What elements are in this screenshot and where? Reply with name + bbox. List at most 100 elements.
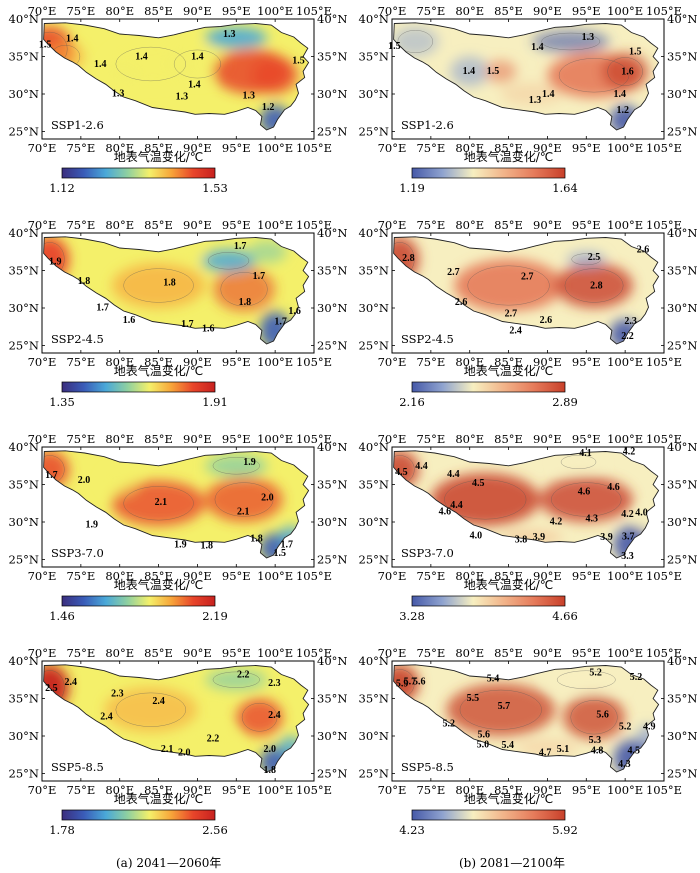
lon-tick-label-bottom: 105°E	[296, 355, 332, 369]
lat-tick-label-right: 40°N	[667, 12, 697, 26]
colorbar-title: 地表气温变化/℃	[114, 577, 204, 592]
lon-tick-label-bottom: 100°E	[607, 569, 643, 583]
contour-label: 4.5	[395, 467, 408, 478]
lon-tick-label-bottom: 85°E	[144, 141, 173, 155]
lon-tick-label-bottom: 80°E	[105, 569, 134, 583]
lon-tick-label-top: 100°E	[607, 4, 643, 18]
contour-label: 3.9	[533, 532, 546, 543]
contour-label: 4.0	[470, 531, 483, 542]
contour-label: 1.2	[617, 105, 630, 116]
colorbar-max-label: 5.92	[552, 823, 578, 837]
lon-tick-label-bottom: 105°E	[646, 141, 682, 155]
map-panel-ssp5-8.5-a: 70°E 70°E 75°E 75°E 80°E 80°E 85°E 85°E 90°E 90°E…	[0, 642, 350, 855]
map-svg: 70°E 70°E 75°E 75°E 80°E 80°E 85°E 85°E 90°E 90°E…	[359, 4, 698, 195]
lon-tick-label-top: 95°E	[572, 646, 601, 660]
lon-tick-label-bottom: 105°E	[296, 569, 332, 583]
lon-tick-label-top: 70°E	[378, 646, 407, 660]
contour-label: 2.3	[268, 678, 281, 689]
lon-tick-label-top: 100°E	[257, 646, 293, 660]
colorbar-min-label: 4.23	[399, 823, 425, 837]
contour-label: 1.4	[463, 66, 476, 77]
scenario-label: SSP5-8.5	[401, 760, 454, 774]
colorbar-min-label: 1.78	[49, 823, 75, 837]
lat-tick-label-left: 25°N	[359, 125, 389, 139]
lon-tick-label-top: 90°E	[183, 432, 212, 446]
colorbar-max-label: 1.64	[552, 181, 578, 195]
contour-label: 2.1	[161, 744, 174, 755]
lon-tick-label-top: 70°E	[378, 218, 407, 232]
contour-label: 1.4	[94, 59, 107, 70]
contour-label: 1.8	[201, 540, 214, 551]
contour-label: 4.6	[439, 507, 452, 518]
contour-label: 5.2	[619, 721, 632, 732]
lon-tick-label-top: 75°E	[416, 432, 445, 446]
lon-tick-label-bottom: 75°E	[416, 569, 445, 583]
lon-tick-label-top: 70°E	[28, 4, 57, 18]
lon-tick-label-top: 95°E	[222, 646, 251, 660]
contour-label: 2.2	[237, 670, 250, 681]
contour-label: 3.3	[621, 551, 634, 562]
map-svg: 70°E 70°E 75°E 75°E 80°E 80°E 85°E 85°E 90°E 90°E…	[9, 432, 348, 623]
contour-label: 5.0	[477, 739, 490, 750]
lon-tick-label-top: 90°E	[533, 432, 562, 446]
lon-tick-label-top: 90°E	[183, 218, 212, 232]
lon-tick-label-top: 105°E	[646, 218, 682, 232]
contour-label: 2.3	[111, 688, 124, 699]
scenario-label: SSP5-8.5	[51, 760, 104, 774]
map-panel-ssp2-4.5-b: 70°E 70°E 75°E 75°E 80°E 80°E 85°E 85°E 90°E 90°E…	[350, 214, 700, 427]
colorbar-max-label: 2.89	[552, 395, 578, 409]
lat-tick-label-right: 25°N	[667, 125, 697, 139]
contour-label: 5.6	[477, 730, 490, 741]
contour-label: 1.6	[621, 67, 634, 78]
lon-tick-label-top: 80°E	[105, 218, 134, 232]
contour-label: 5.5	[467, 693, 480, 704]
lon-tick-label-bottom: 80°E	[105, 141, 134, 155]
lon-tick-label-top: 80°E	[455, 432, 484, 446]
contour-label: 4.8	[591, 745, 604, 756]
contour-label: 1.9	[85, 519, 98, 530]
contour-label: 1.8	[163, 278, 176, 289]
contour-label: 2.4	[509, 326, 522, 337]
lon-tick-label-top: 80°E	[105, 432, 134, 446]
lon-tick-label-top: 75°E	[66, 646, 95, 660]
colorbar-title: 地表气温变化/℃	[114, 363, 204, 378]
contour-label: 4.6	[578, 486, 591, 497]
colorbar-min-label: 1.19	[399, 181, 425, 195]
lat-tick-label-right: 40°N	[317, 226, 347, 240]
contour-label: 2.0	[263, 744, 276, 755]
lat-tick-label-left: 30°N	[359, 87, 389, 101]
lat-tick-label-left: 25°N	[359, 553, 389, 567]
colorbar-max-label: 4.66	[552, 609, 578, 623]
lon-tick-label-top: 70°E	[28, 646, 57, 660]
scenario-label: SSP1-2.6	[401, 118, 454, 132]
lon-tick-label-top: 90°E	[183, 646, 212, 660]
colorbar	[61, 595, 216, 607]
colorbar	[61, 809, 216, 821]
contour-label: 1.7	[274, 317, 287, 328]
lon-tick-label-bottom: 100°E	[257, 569, 293, 583]
lon-tick-label-bottom: 105°E	[646, 569, 682, 583]
contour-label: 5.1	[557, 744, 570, 755]
contour-label: 2.8	[590, 281, 603, 292]
contour-label: 2.4	[65, 677, 78, 688]
lon-tick-label-top: 75°E	[66, 432, 95, 446]
lon-tick-label-top: 100°E	[607, 646, 643, 660]
scenario-label: SSP1-2.6	[51, 118, 104, 132]
lon-tick-label-bottom: 100°E	[257, 783, 293, 797]
contour-label: 1.4	[135, 52, 148, 63]
scenario-label: SSP3-7.0	[401, 546, 454, 560]
caption-left: (a) 2041—2060年	[116, 856, 222, 870]
contour-label: 4.9	[643, 721, 656, 732]
lon-tick-label-top: 85°E	[494, 432, 523, 446]
contour-label: 5.2	[589, 667, 602, 678]
contour-label: 2.4	[100, 712, 113, 723]
contour-label: 4.5	[627, 745, 640, 756]
colorbar-title: 地表气温变化/℃	[464, 149, 554, 164]
lon-tick-label-bottom: 105°E	[646, 355, 682, 369]
lon-tick-label-top: 100°E	[607, 432, 643, 446]
lon-tick-label-bottom: 85°E	[144, 783, 173, 797]
lon-tick-label-bottom: 105°E	[646, 783, 682, 797]
map-panel-ssp3-7.0-a: 70°E 70°E 75°E 75°E 80°E 80°E 85°E 85°E 90°E 90°E…	[0, 428, 350, 641]
contour-label: 1.5	[388, 41, 401, 52]
contour-label: 2.4	[268, 710, 281, 721]
